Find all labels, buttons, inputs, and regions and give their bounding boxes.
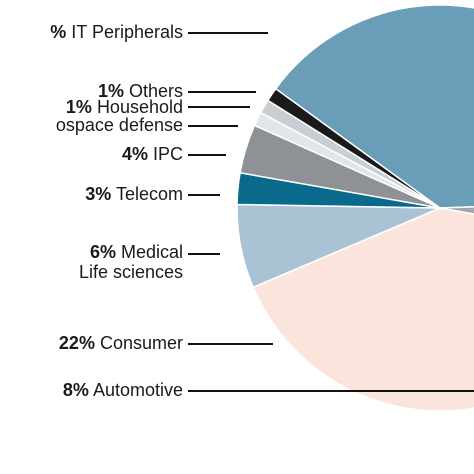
pct-it-peripherals: % bbox=[50, 22, 67, 42]
leader-telecom bbox=[188, 194, 220, 196]
name-telecom: Telecom bbox=[115, 184, 183, 204]
pct-ipc: 4% bbox=[121, 144, 148, 164]
name-others: Others bbox=[128, 81, 183, 101]
pct-telecom: 3% bbox=[85, 184, 112, 204]
label-aerospace-defense: ospace defense bbox=[56, 115, 183, 135]
leader-medical bbox=[188, 253, 220, 255]
leader-consumer bbox=[188, 343, 273, 345]
slice-automotive bbox=[439, 206, 474, 215]
label-telecom: 3% Telecom bbox=[85, 184, 183, 204]
leader-others bbox=[188, 91, 256, 93]
leader-automotive bbox=[188, 390, 474, 392]
leader-aerospace-defense bbox=[188, 125, 238, 127]
name-household: Household bbox=[96, 97, 183, 117]
label-consumer: 22% Consumer bbox=[59, 333, 183, 353]
label-others: 1% Others bbox=[98, 81, 183, 101]
label-automotive: 8% Automotive bbox=[63, 380, 183, 400]
name-automotive: Automotive bbox=[92, 380, 183, 400]
name-aerospace-defense: ospace defense bbox=[55, 115, 183, 135]
pct-others: 1% bbox=[97, 81, 124, 101]
label-medical: 6% Medical Life sciences bbox=[79, 242, 183, 282]
name-ipc: IPC bbox=[152, 144, 183, 164]
name-consumer: Consumer bbox=[99, 333, 183, 353]
leader-household bbox=[188, 106, 250, 108]
name-it-peripherals: IT Peripherals bbox=[71, 22, 183, 42]
pct-household: 1% bbox=[65, 97, 92, 117]
pct-consumer: 22% bbox=[58, 333, 95, 353]
label-ipc: 4% IPC bbox=[122, 144, 183, 164]
name-life-sciences: Life sciences bbox=[78, 262, 183, 282]
label-household: 1% Household bbox=[66, 97, 183, 117]
pct-medical: 6% bbox=[89, 242, 116, 262]
name-medical: Medical bbox=[120, 242, 183, 262]
pct-automotive: 8% bbox=[62, 380, 89, 400]
label-it-peripherals: % IT Peripherals bbox=[50, 22, 183, 42]
slice-it bbox=[274, 4, 474, 209]
leader-it-peripherals bbox=[188, 32, 268, 34]
leader-ipc bbox=[188, 154, 226, 156]
slice-consumer bbox=[252, 207, 474, 412]
